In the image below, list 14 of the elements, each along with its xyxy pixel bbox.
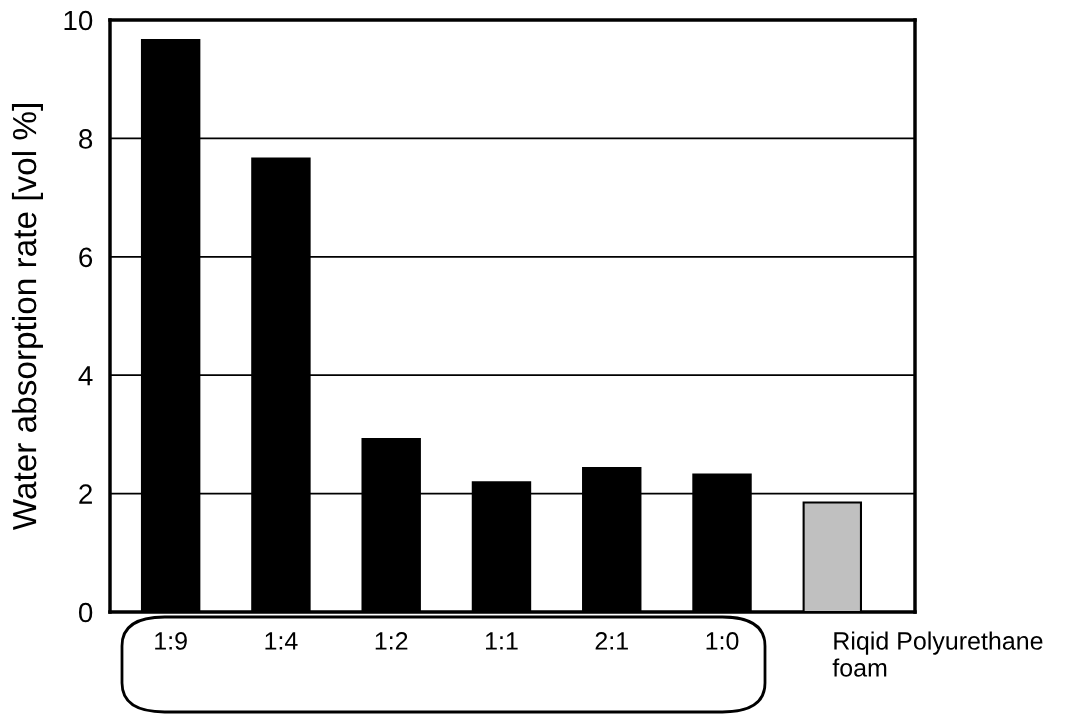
x-tick-label: 1:2 (375, 632, 408, 650)
x-tick-label: 1:9 (155, 632, 187, 650)
y-tick-label: 0 (78, 602, 93, 623)
y-tick-label: 8 (79, 129, 93, 149)
y-axis-title: Water absorption rate [vol %] (11, 104, 43, 531)
x-tick-label: 2:1 (595, 632, 628, 650)
y-tick-label: 10 (64, 10, 93, 31)
y-tick-label: 2 (79, 484, 92, 504)
y-tick-label: 6 (79, 247, 93, 268)
x-tick-label: Riqid Polyurethane foam (832, 631, 1043, 677)
x-tick-label: 1:4 (265, 632, 298, 650)
x-tick-label: 1:1 (486, 632, 518, 650)
x-tick-label: 1:0 (706, 632, 739, 650)
y-tick-label: 4 (78, 366, 93, 386)
